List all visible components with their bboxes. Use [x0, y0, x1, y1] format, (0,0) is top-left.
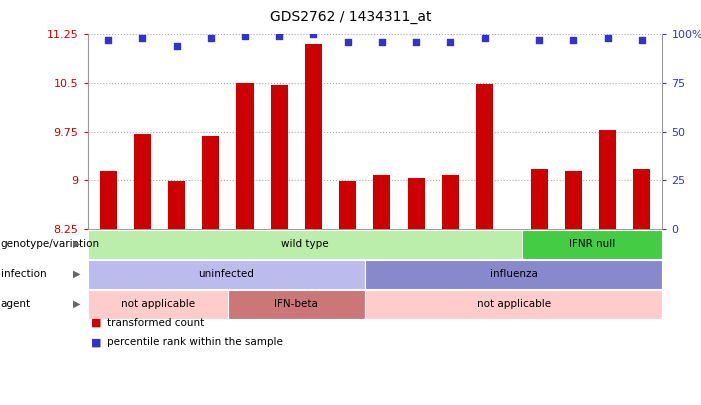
Point	[171, 43, 182, 49]
Point	[602, 35, 613, 42]
Point	[411, 39, 422, 45]
Text: agent: agent	[1, 299, 31, 309]
Text: wild type: wild type	[281, 239, 329, 249]
Point	[444, 39, 456, 45]
Text: ▶: ▶	[73, 239, 81, 249]
Bar	[203, 136, 219, 229]
Point	[637, 37, 648, 43]
Point	[205, 35, 217, 42]
Point	[568, 37, 579, 43]
Point	[308, 31, 319, 38]
Text: ■: ■	[91, 318, 102, 328]
Point	[102, 37, 114, 43]
Point	[376, 39, 388, 45]
Text: influenza: influenza	[490, 269, 538, 279]
Text: not applicable: not applicable	[477, 299, 551, 309]
Bar	[374, 175, 390, 229]
Bar	[339, 181, 356, 229]
Bar	[271, 85, 288, 229]
Text: IFN-beta: IFN-beta	[274, 299, 318, 309]
Text: infection: infection	[1, 269, 46, 279]
Text: not applicable: not applicable	[121, 299, 195, 309]
Text: uninfected: uninfected	[198, 269, 254, 279]
Point	[273, 33, 285, 40]
Text: percentile rank within the sample: percentile rank within the sample	[107, 337, 283, 347]
Text: IFNR null: IFNR null	[569, 239, 615, 249]
Point	[533, 37, 545, 43]
Point	[240, 33, 251, 40]
Bar	[168, 181, 185, 229]
Point	[137, 35, 148, 42]
Text: ▶: ▶	[73, 269, 81, 279]
Bar	[305, 44, 322, 229]
Text: genotype/variation: genotype/variation	[1, 239, 100, 249]
Text: ■: ■	[91, 337, 102, 347]
Bar	[442, 175, 459, 229]
Text: GDS2762 / 1434311_at: GDS2762 / 1434311_at	[270, 10, 431, 24]
Bar	[476, 84, 493, 229]
Bar	[565, 171, 582, 229]
Bar	[531, 168, 547, 229]
Text: transformed count: transformed count	[107, 318, 204, 328]
Bar	[634, 168, 651, 229]
Bar	[236, 83, 254, 229]
Bar	[134, 134, 151, 229]
Bar	[599, 130, 616, 229]
Point	[479, 35, 490, 42]
Bar	[407, 178, 425, 229]
Bar	[100, 171, 116, 229]
Point	[342, 39, 353, 45]
Text: ▶: ▶	[73, 299, 81, 309]
